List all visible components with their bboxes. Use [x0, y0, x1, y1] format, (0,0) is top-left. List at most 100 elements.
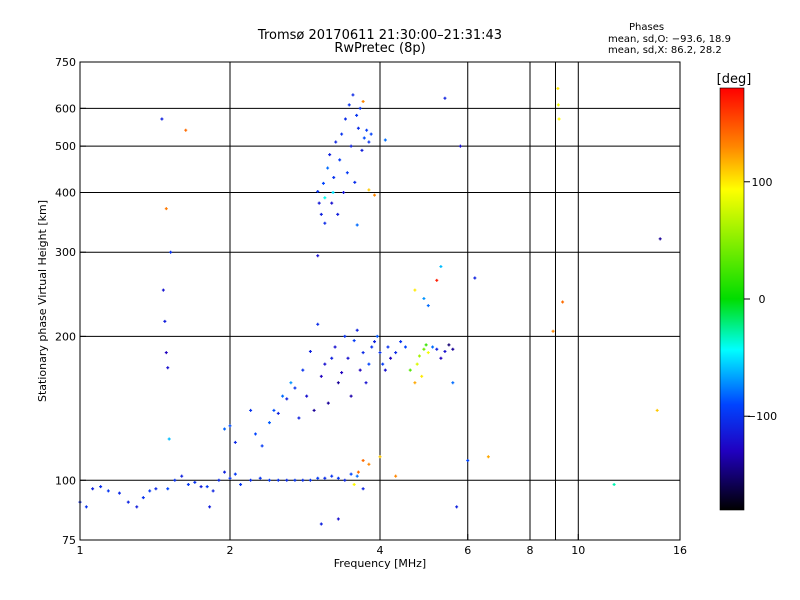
data-point	[415, 362, 419, 366]
data-point	[355, 474, 359, 478]
data-point	[345, 171, 349, 175]
data-point	[338, 158, 342, 162]
data-point	[389, 356, 393, 360]
data-point	[370, 345, 374, 349]
data-point	[343, 478, 347, 482]
data-point	[186, 482, 190, 486]
data-point	[439, 356, 443, 360]
data-point	[451, 347, 455, 351]
y-axis-label: Stationary phase Virtual Height [km]	[36, 200, 49, 402]
data-point	[365, 128, 369, 132]
data-point	[312, 408, 316, 412]
data-point	[351, 93, 355, 97]
data-point	[431, 345, 435, 349]
y-tick-label: 600	[55, 102, 76, 115]
data-point	[326, 166, 330, 170]
data-point	[356, 470, 360, 474]
y-tick-label: 200	[55, 330, 76, 343]
data-point	[358, 368, 362, 372]
y-tick-label: 100	[55, 474, 76, 487]
scatter-points	[78, 87, 662, 526]
data-point	[334, 140, 338, 144]
y-tick-label: 400	[55, 186, 76, 199]
data-point	[316, 322, 320, 326]
data-point	[340, 371, 344, 375]
data-point	[160, 117, 164, 121]
data-point	[208, 505, 212, 509]
data-point	[556, 103, 560, 107]
data-point	[356, 126, 360, 130]
data-point	[394, 474, 398, 478]
data-point	[323, 196, 327, 200]
data-point	[349, 144, 353, 148]
data-point	[333, 345, 337, 349]
data-point	[126, 500, 130, 504]
data-point	[319, 212, 323, 216]
x-tick-label: 1	[77, 544, 84, 557]
data-point	[193, 480, 197, 484]
data-point	[239, 482, 243, 486]
data-point	[422, 347, 426, 351]
data-point	[451, 381, 455, 385]
data-point	[228, 424, 232, 428]
data-point	[361, 487, 365, 491]
data-point	[154, 487, 158, 491]
data-point	[233, 472, 237, 476]
y-tick-label: 75	[62, 534, 76, 547]
data-point	[267, 421, 271, 425]
data-point	[352, 482, 356, 486]
data-point	[289, 381, 293, 385]
data-point	[276, 411, 280, 415]
data-point	[233, 440, 237, 444]
phases-o-stats: mean, sd,O: −93.6, 18.9	[608, 34, 731, 45]
colorbar-ticks: 100 0 −100	[744, 176, 777, 423]
data-point	[413, 381, 417, 385]
data-point	[106, 489, 110, 493]
data-point	[336, 476, 340, 480]
data-point	[167, 437, 171, 441]
data-point	[293, 478, 297, 482]
data-point	[367, 362, 371, 366]
data-point	[342, 190, 346, 194]
data-point	[141, 496, 145, 500]
data-point	[346, 356, 350, 360]
colorbar-tick-label: −100	[747, 410, 777, 423]
data-point	[367, 188, 371, 192]
data-point	[435, 347, 439, 351]
data-point	[343, 117, 347, 121]
data-point	[330, 201, 334, 205]
data-point	[360, 148, 364, 152]
data-point	[166, 366, 170, 370]
data-point	[361, 458, 365, 462]
data-point	[353, 180, 357, 184]
data-point	[84, 505, 88, 509]
chart-subtitle: RwPretec (8p)	[334, 41, 426, 56]
data-point	[413, 288, 417, 292]
data-point	[323, 221, 327, 225]
data-point	[321, 181, 325, 185]
data-point	[375, 334, 379, 338]
chart-title: Tromsø 20170611 21:30:00–21:31:43	[257, 28, 503, 43]
x-tick-label: 6	[464, 544, 471, 557]
data-point	[184, 128, 188, 132]
data-point	[211, 489, 215, 493]
x-tick-label: 16	[673, 544, 687, 557]
data-point	[164, 351, 168, 355]
data-point	[258, 476, 262, 480]
data-point	[658, 237, 662, 241]
colorbar-label: [deg]	[717, 72, 752, 87]
data-point	[551, 329, 555, 333]
data-point	[249, 478, 253, 482]
data-point	[458, 144, 462, 148]
data-point	[561, 300, 565, 304]
data-point	[408, 368, 412, 372]
data-point	[367, 140, 371, 144]
data-point	[173, 478, 177, 482]
data-point	[655, 408, 659, 412]
data-point	[319, 374, 323, 378]
data-point	[369, 132, 373, 136]
data-point	[352, 339, 356, 343]
data-point	[99, 485, 103, 489]
y-tick-label: 300	[55, 246, 76, 259]
